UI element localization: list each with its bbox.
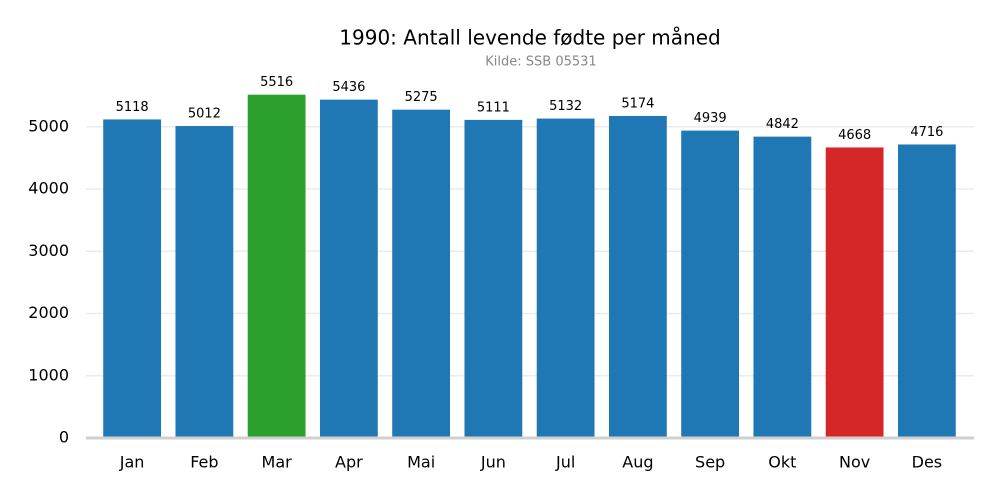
value-label: 4716 <box>910 125 943 140</box>
bar <box>175 126 234 438</box>
x-tick-label: Apr <box>335 453 363 472</box>
value-label: 5118 <box>116 100 149 115</box>
x-tick-label: Aug <box>622 453 653 472</box>
x-tick-label: Jul <box>555 453 575 472</box>
chart-title: 1990: Antall levende fødte per måned <box>339 26 720 50</box>
bar <box>681 130 740 438</box>
x-tick-label: Des <box>912 453 943 472</box>
bar <box>897 144 956 438</box>
bar <box>608 115 667 438</box>
chart-subtitle: Kilde: SSB 05531 <box>485 55 596 70</box>
y-tick-label: 5000 <box>28 116 69 135</box>
value-label: 5132 <box>549 99 582 114</box>
x-tick-label: Mai <box>407 453 435 472</box>
value-label: 5174 <box>621 96 654 111</box>
y-tick-label: 2000 <box>28 303 69 322</box>
value-label: 5012 <box>188 107 221 122</box>
y-tick-label: 1000 <box>28 365 69 384</box>
x-tick-label: Nov <box>839 453 870 472</box>
value-label: 4842 <box>766 117 799 132</box>
x-tick-label: Jan <box>119 453 145 472</box>
bar <box>464 119 523 438</box>
value-label: 5111 <box>477 100 510 115</box>
bar <box>825 147 884 438</box>
y-tick-label: 4000 <box>28 179 69 198</box>
bar <box>392 109 451 438</box>
x-tick-label: Okt <box>768 453 796 472</box>
bar <box>247 94 306 439</box>
bar <box>753 136 812 438</box>
value-label: 5275 <box>405 90 438 105</box>
x-tick-label: Sep <box>695 453 725 472</box>
y-tick-label: 0 <box>59 428 69 447</box>
bar <box>319 99 378 439</box>
x-tick-label: Mar <box>262 453 293 472</box>
y-tick-label: 3000 <box>28 241 69 260</box>
bar <box>103 119 162 439</box>
value-label: 5516 <box>260 75 293 90</box>
value-label: 4668 <box>838 128 871 143</box>
x-tick-label: Feb <box>190 453 218 472</box>
x-tick-label: Jun <box>480 453 506 472</box>
bar <box>536 118 595 438</box>
value-label: 4939 <box>694 111 727 126</box>
value-label: 5436 <box>332 80 365 95</box>
